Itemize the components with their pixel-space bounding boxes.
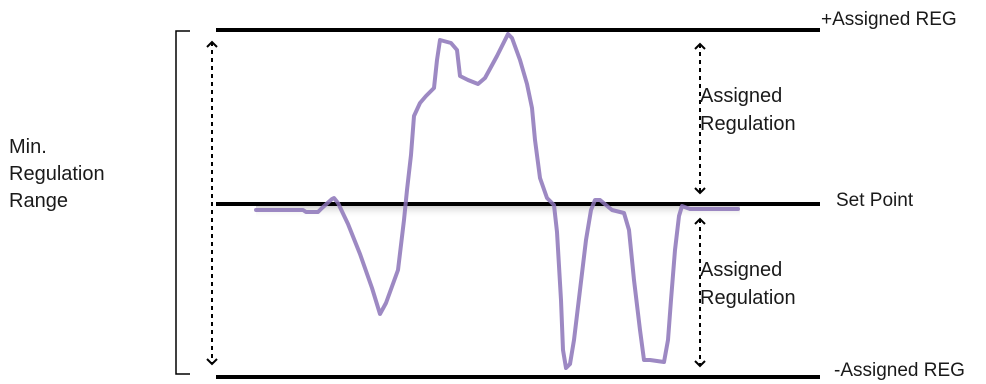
lower-assigned-line-1: Assigned xyxy=(700,259,783,281)
upper-assigned-line-2: Regulation xyxy=(700,113,796,135)
lower-assigned-line-2: Regulation xyxy=(700,287,796,309)
regulation-signal-line xyxy=(254,32,740,370)
upper-assigned-regulation-label: Assigned Regulation xyxy=(700,82,796,138)
min-range-bracket xyxy=(175,30,190,375)
lower-assigned-regulation-label: Assigned Regulation xyxy=(700,256,796,312)
set-point-shadow xyxy=(256,206,740,218)
upper-limit-label: +Assigned REG xyxy=(821,9,957,30)
lower-limit-label: -Assigned REG xyxy=(834,360,965,381)
min-range-line-3: Range xyxy=(9,190,68,212)
min-range-line-2: Regulation xyxy=(9,163,105,185)
min-regulation-range-label: Min. Regulation Range xyxy=(9,134,105,215)
set-point-label: Set Point xyxy=(836,190,914,211)
upper-assigned-line-1: Assigned xyxy=(700,85,783,107)
min-range-line-1: Min. xyxy=(9,136,47,158)
